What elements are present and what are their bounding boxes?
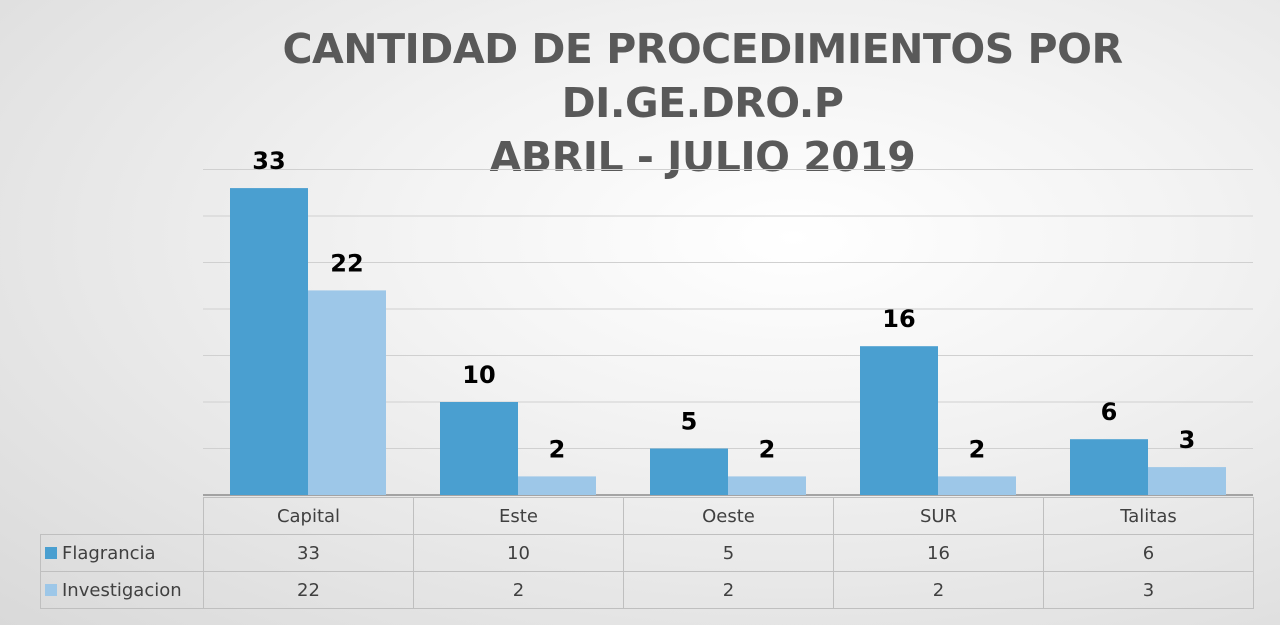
table-cell: 33: [203, 534, 414, 572]
bar-investigacion-oeste: [728, 476, 806, 495]
table-cell: 16: [833, 534, 1044, 572]
table-cell: 2: [623, 571, 834, 609]
category-label-oeste: Oeste: [623, 497, 834, 535]
data-label-investigacion-sur: 2: [969, 435, 986, 463]
bar-flagrancia-capital: [230, 188, 308, 495]
legend-key-flagrancia: [45, 546, 57, 559]
data-label-investigacion-capital: 22: [330, 249, 363, 277]
bar-flagrancia-talitas: [1070, 439, 1148, 495]
legend-entry-investigacion: Investigacion: [40, 571, 204, 609]
data-label-flagrancia-sur: 16: [882, 305, 915, 333]
table-cell: 3: [1043, 571, 1254, 609]
category-label-capital: Capital: [203, 497, 414, 535]
bar-investigacion-sur: [938, 476, 1016, 495]
table-cell: 2: [833, 571, 1044, 609]
table-cell: 10: [413, 534, 624, 572]
bar-investigacion-este: [518, 476, 596, 495]
chart-title-line-2: ABRIL - JULIO 2019: [489, 133, 916, 181]
bar-flagrancia-oeste: [650, 448, 728, 495]
data-label-flagrancia-talitas: 6: [1101, 398, 1118, 426]
data-table-corner: [40, 497, 204, 535]
category-label-talitas: Talitas: [1043, 497, 1254, 535]
data-label-investigacion-oeste: 2: [759, 435, 776, 463]
data-label-flagrancia-este: 10: [462, 361, 495, 389]
data-label-investigacion-talitas: 3: [1179, 426, 1196, 454]
legend-key-investigacion: [45, 583, 57, 596]
data-table-row-flagrancia: Flagrancia 33 10 5 16 6: [40, 534, 1254, 572]
data-table: Capital Este Oeste SUR Talitas Flagranci…: [40, 497, 1254, 609]
bar-flagrancia-este: [440, 402, 518, 495]
data-table-row-investigacion: Investigacion 22 2 2 2 3: [40, 571, 1254, 609]
bar-investigacion-talitas: [1148, 467, 1226, 495]
data-label-flagrancia-oeste: 5: [681, 408, 698, 436]
table-cell: 5: [623, 534, 834, 572]
data-label-flagrancia-capital: 33: [252, 147, 285, 175]
legend-entry-flagrancia: Flagrancia: [40, 534, 204, 572]
table-cell: 6: [1043, 534, 1254, 572]
category-label-este: Este: [413, 497, 624, 535]
data-label-investigacion-este: 2: [549, 435, 566, 463]
category-label-sur: SUR: [833, 497, 1044, 535]
legend-label-investigacion: Investigacion: [62, 579, 182, 601]
chart-title: CANTIDAD DE PROCEDIMIENTOS POR DI.GE.DRO…: [200, 22, 1205, 184]
table-cell: 2: [413, 571, 624, 609]
data-table-header-row: Capital Este Oeste SUR Talitas: [40, 497, 1254, 535]
bar-investigacion-capital: [308, 290, 386, 495]
bar-flagrancia-sur: [860, 346, 938, 495]
chart-title-line-1: CANTIDAD DE PROCEDIMIENTOS POR DI.GE.DRO…: [282, 25, 1123, 127]
table-cell: 22: [203, 571, 414, 609]
legend-label-flagrancia: Flagrancia: [62, 542, 156, 564]
